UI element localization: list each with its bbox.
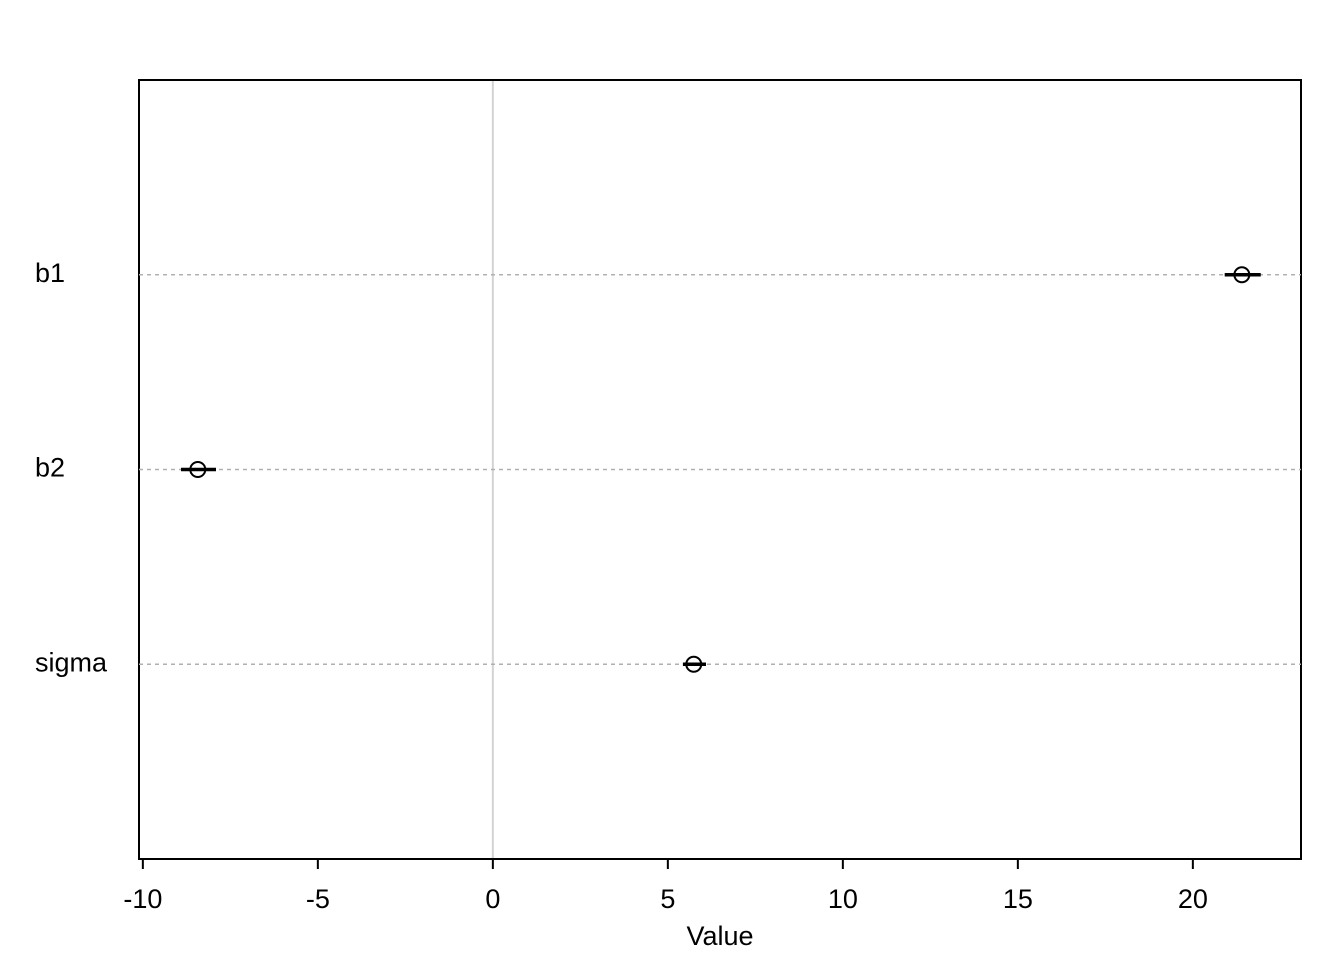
category-label: b1 [35,258,65,288]
x-tick-label: 20 [1178,884,1208,914]
point-estimate [685,655,703,673]
x-axis-label: Value [686,921,753,951]
x-tick-label: 5 [660,884,675,914]
x-tick-label: -10 [123,884,162,914]
x-tick-label: 15 [1003,884,1033,914]
category-label: b2 [35,453,65,483]
point-estimate [1233,266,1251,284]
point-estimate [189,461,207,478]
x-tick-label: -5 [306,884,330,914]
x-tick-label: 0 [485,884,500,914]
category-label: sigma [35,647,108,677]
x-tick-label: 10 [828,884,858,914]
